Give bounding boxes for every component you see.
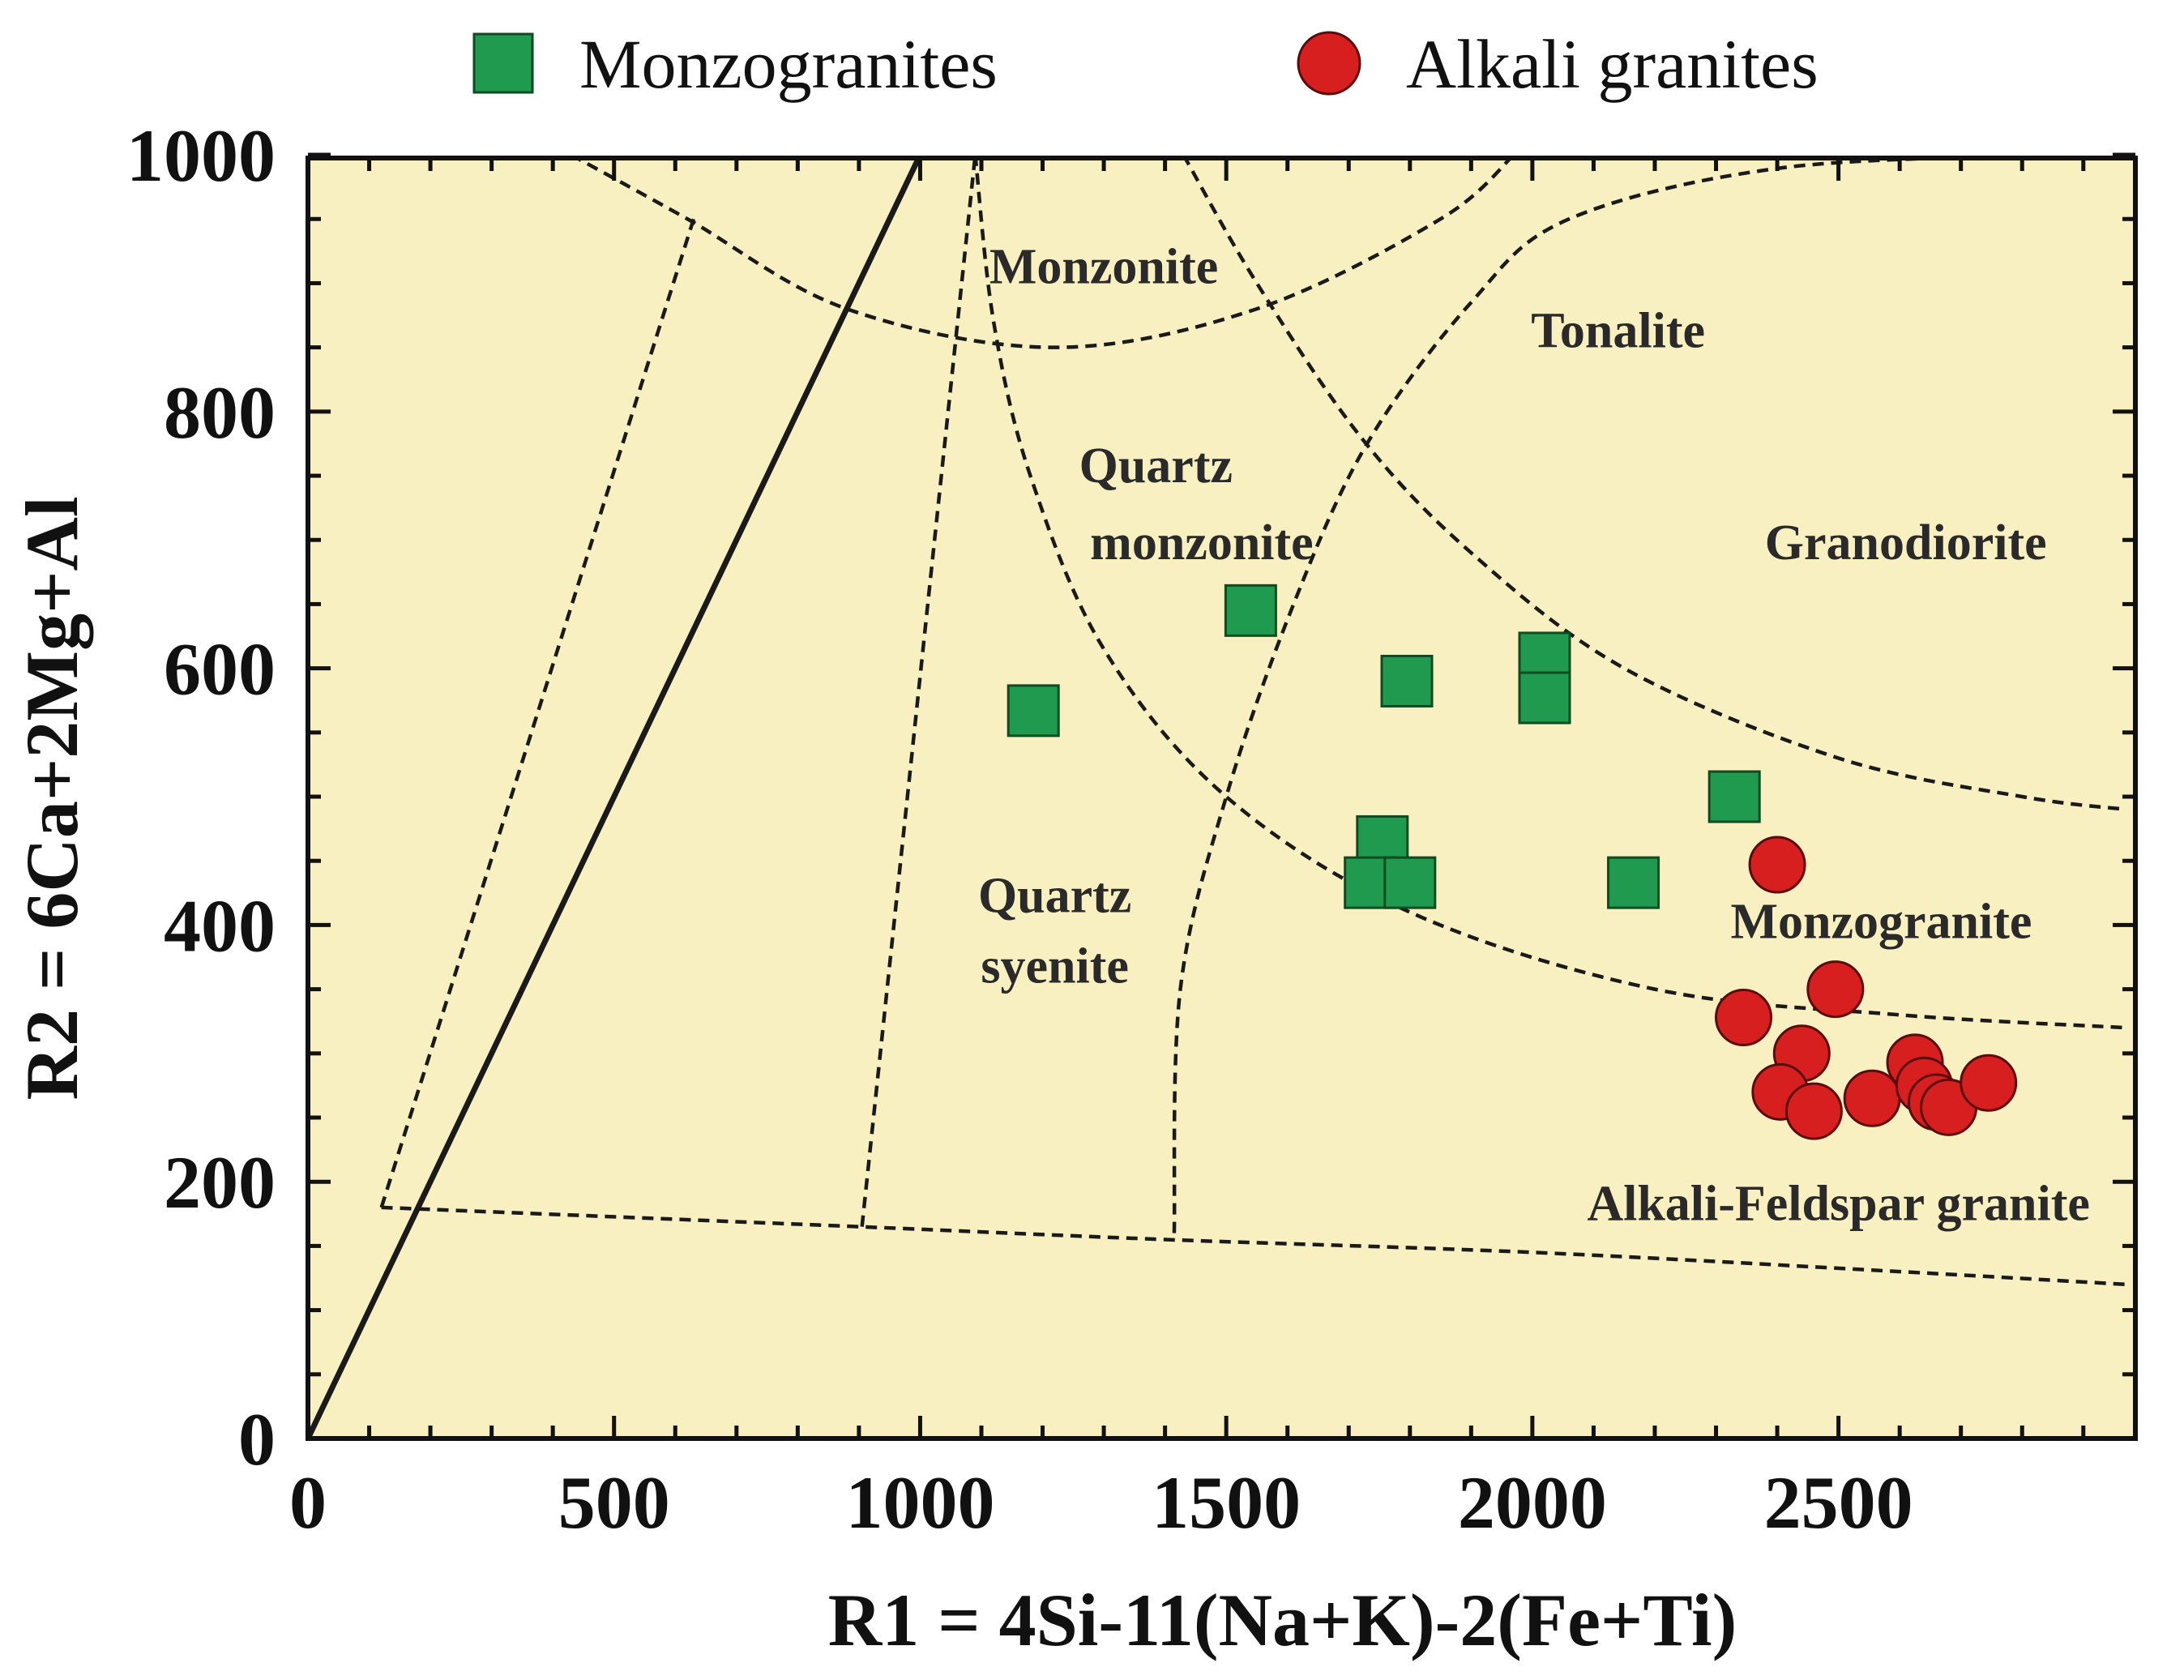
plot-area bbox=[308, 158, 2135, 1438]
field-label: Quartz bbox=[1079, 438, 1233, 494]
field-label: syenite bbox=[981, 939, 1129, 994]
legend: Monzogranites Alkali granites bbox=[472, 25, 1819, 103]
axes: 0 500 1000 1500 2000 2500 0 200 400 600 800 1000 bbox=[126, 114, 2135, 1544]
alkali-granite-point bbox=[1715, 988, 1773, 1046]
field-label: Granodiorite bbox=[1765, 515, 2047, 571]
monzogranite-point bbox=[1518, 671, 1571, 725]
y-tick-label: 1000 bbox=[126, 114, 276, 197]
x-tick-label: 2000 bbox=[1458, 1461, 1607, 1544]
field-label: Alkali-Feldspar granite bbox=[1587, 1177, 2090, 1232]
data-points bbox=[1007, 584, 2018, 1140]
monzogranite-point bbox=[1707, 770, 1761, 823]
monzogranite-point bbox=[1007, 684, 1060, 737]
x-tick-label: 2500 bbox=[1764, 1461, 1913, 1544]
monzogranite-point bbox=[1380, 654, 1434, 707]
x-tick-label: 1500 bbox=[1152, 1461, 1301, 1544]
y-tick-label: 0 bbox=[238, 1398, 276, 1481]
x-axis-title: R1 = 4Si-11(Na+K)-2(Fe+Ti) bbox=[828, 1579, 1737, 1661]
alkali-granite-point bbox=[1843, 1069, 1901, 1127]
boundary-monzonite-arc bbox=[573, 158, 1514, 349]
y-tick-label: 400 bbox=[164, 884, 276, 967]
field-label: monzonite bbox=[1090, 515, 1314, 571]
y-tick-label: 600 bbox=[164, 628, 276, 711]
legend-square-icon bbox=[472, 32, 534, 94]
field-label: Quartz bbox=[978, 869, 1131, 924]
legend-label-monzogranites: Monzogranites bbox=[579, 25, 998, 103]
field-label: Tonalite bbox=[1531, 304, 1705, 359]
legend-circle-icon bbox=[1297, 31, 1361, 96]
boundary-left-boundary bbox=[379, 218, 696, 1208]
field-label: Monzogranite bbox=[1731, 894, 2032, 949]
y-tick-label: 200 bbox=[164, 1141, 276, 1224]
x-tick-label: 1000 bbox=[845, 1461, 994, 1544]
alkali-granite-point bbox=[1748, 836, 1806, 894]
boundary-solid-line bbox=[308, 158, 922, 1438]
field-label: Monzonite bbox=[989, 239, 1218, 294]
boundary-base-line bbox=[381, 1205, 2126, 1287]
y-tick-label: 800 bbox=[164, 371, 276, 454]
alkali-granite-point bbox=[1806, 960, 1865, 1019]
x-tick-label: 0 bbox=[289, 1461, 327, 1544]
alkali-granite-point bbox=[1960, 1054, 2018, 1112]
y-axis-title: R2 = 6Ca+2Mg+Al bbox=[11, 497, 93, 1101]
boundary-granodiorite-lower bbox=[1182, 158, 2126, 812]
monzogranite-point bbox=[1607, 856, 1660, 909]
boundary-syenite-boundary bbox=[860, 158, 977, 1227]
legend-label-alkali-granites: Alkali granites bbox=[1406, 25, 1819, 103]
monzogranite-point bbox=[1383, 856, 1437, 909]
monzogranite-point bbox=[1224, 584, 1277, 637]
alkali-granite-point bbox=[1784, 1082, 1843, 1140]
field-labels: Monzonite Tonalite Quartz monzonite Granodio… bbox=[978, 239, 2090, 1231]
x-tick-label: 500 bbox=[558, 1461, 670, 1544]
